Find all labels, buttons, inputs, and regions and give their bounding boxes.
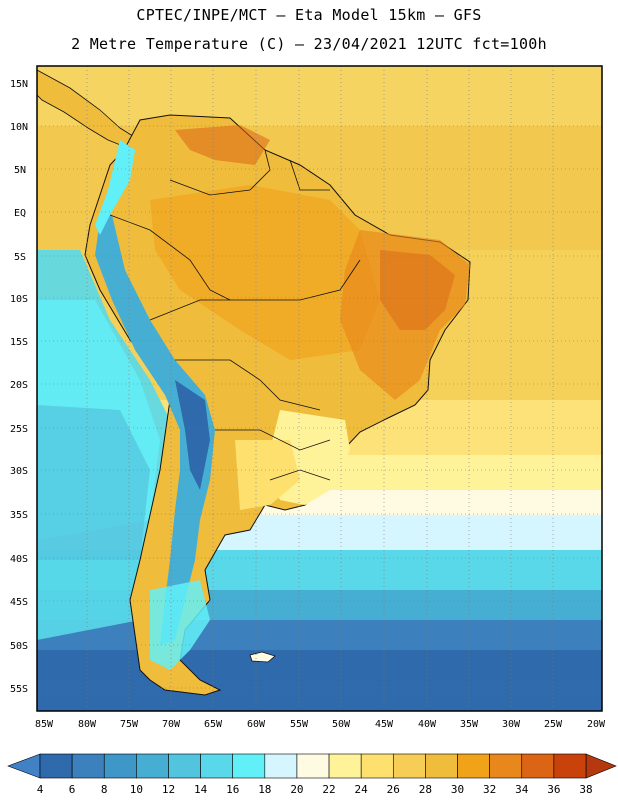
lat-label: 10N	[10, 122, 28, 133]
lon-label: 70W	[162, 719, 181, 730]
colorbar-label: 20	[290, 783, 304, 796]
border-brazil-west	[149, 259, 361, 321]
colorbar-box	[392, 753, 426, 779]
lat-label: 10S	[10, 294, 28, 305]
country-borders	[109, 149, 361, 481]
colorbar-label: 36	[547, 783, 561, 796]
pampas-mild	[235, 440, 300, 510]
andes-high-peaks	[175, 380, 210, 490]
colorbar-label: 18	[258, 783, 272, 796]
colorbar-label: 34	[515, 783, 529, 796]
colorbar-box	[103, 753, 137, 779]
colorbar-label: 24	[354, 783, 368, 796]
lat-label: 15S	[10, 337, 28, 348]
colorbar-box	[39, 753, 73, 779]
colorbar-box	[489, 753, 523, 779]
colorbar-low-arrow	[7, 753, 41, 779]
lon-label: 25W	[544, 719, 563, 730]
colorbar-label: 38	[579, 783, 593, 796]
title-line-1: CPTEC/INPE/MCT – Eta Model 15km – GFS	[136, 6, 482, 24]
colorbar-box	[232, 753, 266, 779]
colorbar-label: 8	[100, 783, 108, 796]
colorbar-label: 26	[386, 783, 400, 796]
colorbar-label: 6	[68, 783, 76, 796]
colorbar-box	[553, 753, 587, 779]
colorbar-box	[200, 753, 234, 779]
central-america	[37, 69, 137, 149]
map-panel	[37, 66, 602, 711]
colorbar-box	[457, 753, 490, 779]
colorbar-label: 32	[483, 783, 497, 796]
pacific-cool-band	[37, 405, 150, 560]
border-peru-north	[109, 214, 231, 301]
northeast-brazil-hottest	[380, 250, 455, 330]
lon-label: 45W	[375, 719, 394, 730]
colorbar-label: 16	[226, 783, 240, 796]
lon-label: 75W	[120, 719, 139, 730]
colorbar-label: 14	[193, 783, 208, 796]
andes-cold-strip	[95, 215, 215, 645]
colorbar-box	[328, 753, 362, 779]
lat-label: 30S	[10, 466, 28, 477]
lat-label: 20S	[10, 380, 28, 391]
lon-label: 35W	[460, 719, 479, 730]
lat-label: 45S	[10, 597, 28, 608]
colorbar-box	[425, 753, 458, 779]
lat-label: 50S	[10, 641, 28, 652]
colorbar-label: 12	[161, 783, 176, 796]
lon-label: 20W	[587, 719, 606, 730]
colorbar-box	[71, 753, 105, 779]
border-argentina-north	[215, 429, 331, 451]
amazon-warm-area	[150, 185, 380, 360]
lon-label: 50W	[332, 719, 351, 730]
lat-label: EQ	[14, 208, 26, 219]
colorbar-box	[521, 753, 555, 779]
colorbar-high-arrow	[585, 753, 617, 779]
border-guianas	[289, 159, 330, 191]
colorbar-box	[136, 753, 169, 779]
ocean-band-blue	[37, 620, 602, 655]
lon-label: 85W	[35, 719, 54, 730]
colorbar-box	[168, 753, 201, 779]
lon-label: 80W	[78, 719, 97, 730]
ocean-band-deep-blue	[37, 650, 602, 711]
venezuela-hot	[175, 125, 270, 165]
lat-label: 35S	[10, 510, 28, 521]
longitude-labels: 85W 80W 75W 70W 65W 60W 55W 50W 45W 40W …	[35, 719, 606, 730]
colorbar-box	[264, 753, 298, 779]
ocean-band-north	[37, 66, 602, 126]
colorbar-label: 10	[129, 783, 143, 796]
map-frame	[36, 65, 603, 712]
colorbar-box	[296, 753, 330, 779]
colorbar-box	[360, 753, 394, 779]
lat-label: 25S	[10, 424, 28, 435]
colorbar-label: 4	[36, 783, 44, 796]
lat-label: 55S	[10, 684, 28, 695]
lon-label: 65W	[204, 719, 223, 730]
colorbar	[7, 753, 617, 779]
northern-andes-cold	[95, 140, 135, 235]
colorbar-label: 22	[322, 783, 336, 796]
lat-label: 40S	[10, 554, 28, 565]
lon-label: 30W	[502, 719, 521, 730]
lat-label: 5S	[14, 252, 26, 263]
latitude-labels: 15N 10N 5N EQ 5S 10S 15S 20S 25S 30S 35S…	[10, 79, 28, 695]
lat-label: 15N	[10, 79, 28, 90]
lat-label: 5N	[14, 165, 26, 176]
border-venezuela-colombia	[169, 149, 271, 196]
colorbar-label: 30	[450, 783, 465, 796]
lon-label: 60W	[247, 719, 266, 730]
colorbar-label: 28	[418, 783, 433, 796]
lon-label: 40W	[418, 719, 437, 730]
title-line-2: 2 Metre Temperature (C) – 23/04/2021 12U…	[71, 35, 547, 53]
border-bolivia-paraguay	[175, 359, 321, 411]
lon-label: 55W	[290, 719, 309, 730]
patagonia-cool	[150, 580, 210, 670]
border-uruguay	[269, 469, 331, 481]
